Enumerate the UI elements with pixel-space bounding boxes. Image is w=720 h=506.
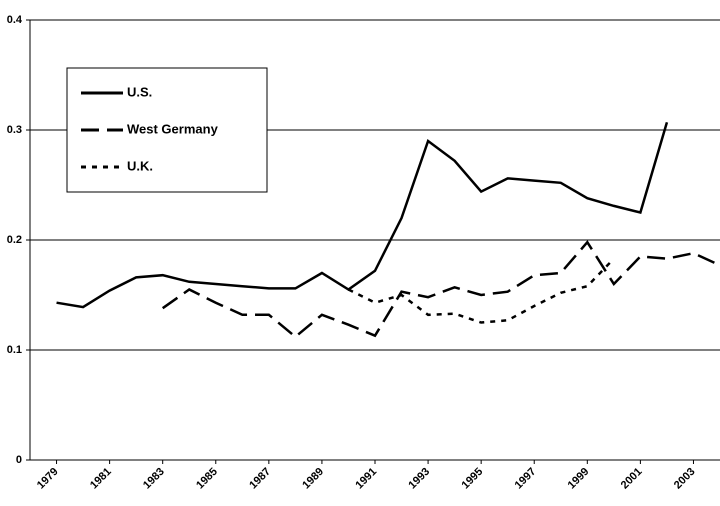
y-tick-label: 0.3 [7,124,22,136]
legend-label: U.S. [127,84,152,99]
x-tick-label: 1983 [141,466,167,492]
legend-label: U.K. [127,158,153,173]
x-tick-label: 1985 [194,466,220,492]
legend-label: West Germany [127,121,219,136]
x-tick-label: 1993 [406,466,432,492]
x-tick-label: 1987 [247,466,273,492]
legend-box [66,67,268,193]
x-tick-label: 1989 [300,466,326,492]
y-tick-label: 0.1 [7,344,22,356]
x-tick-label: 1991 [353,466,379,492]
x-tick-label: 1979 [35,466,61,492]
y-tick-label: 0.4 [7,14,23,26]
y-tick-label: 0 [16,454,22,466]
x-tick-label: 2001 [619,466,645,492]
x-tick-label: 1997 [513,466,539,492]
line-series [347,257,615,324]
line-series [161,240,720,339]
x-tick-label: 1999 [566,466,592,492]
x-tick-label: 1981 [88,466,114,492]
line-series [56,121,669,309]
y-tick-label: 0.2 [7,234,22,246]
x-tick-label: 1995 [460,466,486,492]
x-tick-label: 2003 [672,466,698,492]
